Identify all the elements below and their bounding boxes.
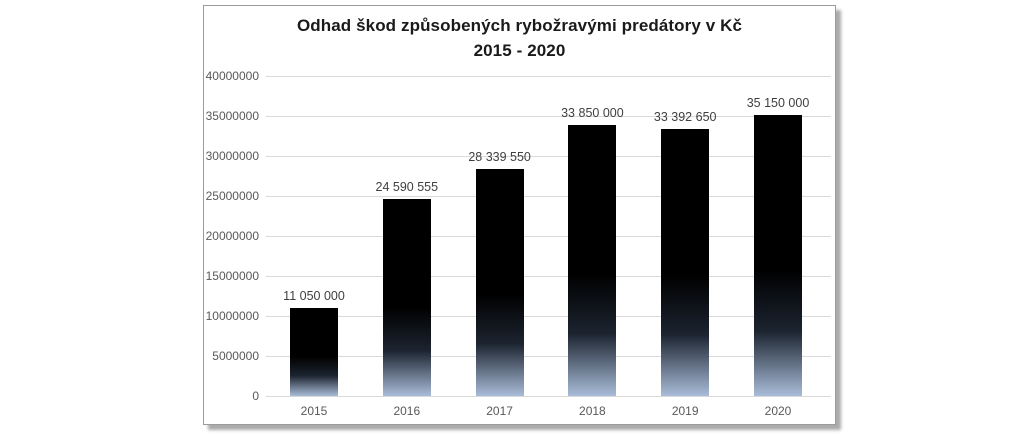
y-tick-label: 25000000 bbox=[205, 189, 259, 203]
chart-title-line2: 2015 - 2020 bbox=[473, 41, 566, 60]
bar-2016 bbox=[382, 199, 431, 396]
gridline bbox=[266, 396, 831, 397]
plot-area: 0 5000000 10000000 15000000 20000000 25000000… bbox=[204, 6, 835, 424]
bar-2020 bbox=[754, 114, 802, 396]
x-tick-label: 2017 bbox=[486, 404, 513, 418]
bar-value-label: 11 050 000 bbox=[283, 288, 345, 303]
bar-value-label: 24 590 555 bbox=[375, 180, 439, 195]
y-tick-label: 10000000 bbox=[205, 309, 259, 323]
y-tick-label: 35000000 bbox=[205, 109, 259, 123]
chart-title: Odhad škod způsobených rybožravými predá… bbox=[204, 13, 835, 63]
gridline bbox=[266, 196, 831, 197]
gridline bbox=[266, 236, 831, 237]
x-tick-label: 2018 bbox=[579, 404, 606, 418]
gridline bbox=[266, 116, 831, 117]
bar-2017 bbox=[475, 169, 524, 396]
x-tick-label: 2016 bbox=[393, 404, 421, 418]
gridline bbox=[266, 316, 831, 317]
x-tick-label: 2015 bbox=[300, 404, 328, 418]
bar-2015 bbox=[290, 307, 338, 396]
chart-title-line1: Odhad škod způsobených rybožravými predá… bbox=[296, 16, 743, 35]
y-tick-label: 15000000 bbox=[205, 269, 259, 283]
x-tick-label: 2020 bbox=[764, 404, 792, 418]
bar-value-label: 33 392 650 bbox=[653, 109, 717, 124]
bar-2018 bbox=[568, 125, 617, 396]
x-tick-label: 2019 bbox=[671, 404, 699, 418]
y-tick-label: 40000000 bbox=[205, 69, 259, 83]
gridline bbox=[266, 356, 831, 357]
bar-value-label: 33 850 000 bbox=[561, 106, 624, 121]
bar-2019 bbox=[661, 128, 710, 396]
gridline bbox=[266, 276, 831, 277]
y-tick-label: 5000000 bbox=[212, 349, 259, 363]
y-tick-label: 0 bbox=[252, 389, 259, 403]
bar-value-label: 35 150 000 bbox=[746, 95, 810, 110]
gridline bbox=[266, 76, 831, 77]
y-tick-label: 20000000 bbox=[205, 229, 259, 243]
chart-frame: Odhad škod způsobených rybožravými predá… bbox=[203, 5, 836, 425]
y-tick-label: 30000000 bbox=[205, 149, 259, 163]
gridline bbox=[266, 156, 831, 157]
bar-value-label: 28 339 550 bbox=[468, 150, 531, 165]
